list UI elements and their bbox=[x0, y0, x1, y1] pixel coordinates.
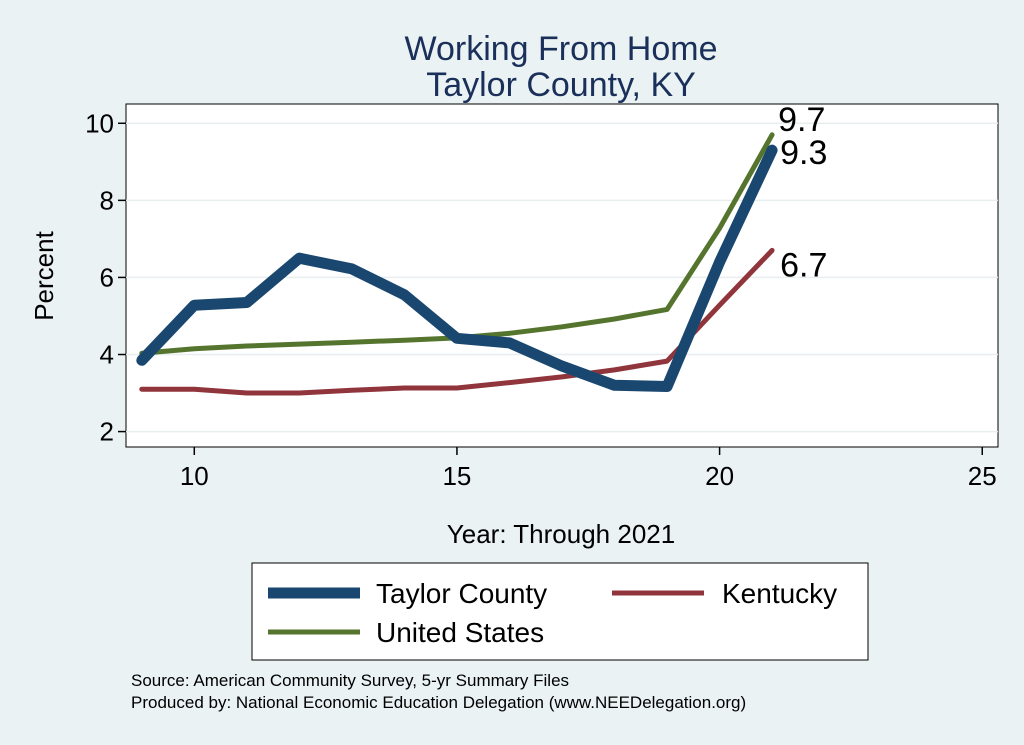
legend-label-taylor-county: Taylor County bbox=[376, 578, 547, 609]
y-tick-label: 10 bbox=[85, 108, 114, 138]
chart-title-line-1: Working From Home bbox=[405, 30, 718, 68]
x-tick-label: 20 bbox=[705, 461, 734, 491]
y-axis-label: Percent bbox=[29, 230, 59, 320]
end-label-united-states: 9.7 bbox=[778, 101, 825, 139]
y-tick-label: 4 bbox=[100, 340, 114, 370]
x-tick-label: 10 bbox=[180, 461, 209, 491]
y-tick-label: 8 bbox=[100, 185, 114, 215]
series-layer bbox=[136, 132, 778, 396]
axes: 2 4 6 8 10 10 15 20 25 bbox=[85, 108, 997, 491]
end-label-kentucky: 6.7 bbox=[780, 246, 827, 284]
source-note: Source: American Community Survey, 5-yr … bbox=[131, 671, 569, 690]
y-tick-label: 6 bbox=[100, 262, 114, 292]
series-line-taylor-county bbox=[136, 144, 778, 392]
x-tick-label: 15 bbox=[442, 461, 471, 491]
x-axis-label: Year: Through 2021 bbox=[447, 519, 675, 549]
legend: Taylor County Kentucky United States bbox=[251, 562, 869, 661]
legend-label-united-states: United States bbox=[376, 617, 544, 648]
y-tick-label: 2 bbox=[100, 417, 114, 447]
produced-by-note: Produced by: National Economic Education… bbox=[131, 693, 746, 712]
plot-area bbox=[125, 103, 999, 448]
series-line-kentucky bbox=[139, 247, 775, 396]
legend-label-kentucky: Kentucky bbox=[722, 578, 837, 609]
end-label-taylor-county: 9.3 bbox=[780, 134, 827, 172]
chart-title-line-2: Taylor County, KY bbox=[426, 66, 696, 104]
x-tick-label: 25 bbox=[968, 461, 997, 491]
end-labels: 9.3 6.7 9.7 bbox=[778, 101, 827, 285]
legend-box bbox=[251, 562, 869, 661]
